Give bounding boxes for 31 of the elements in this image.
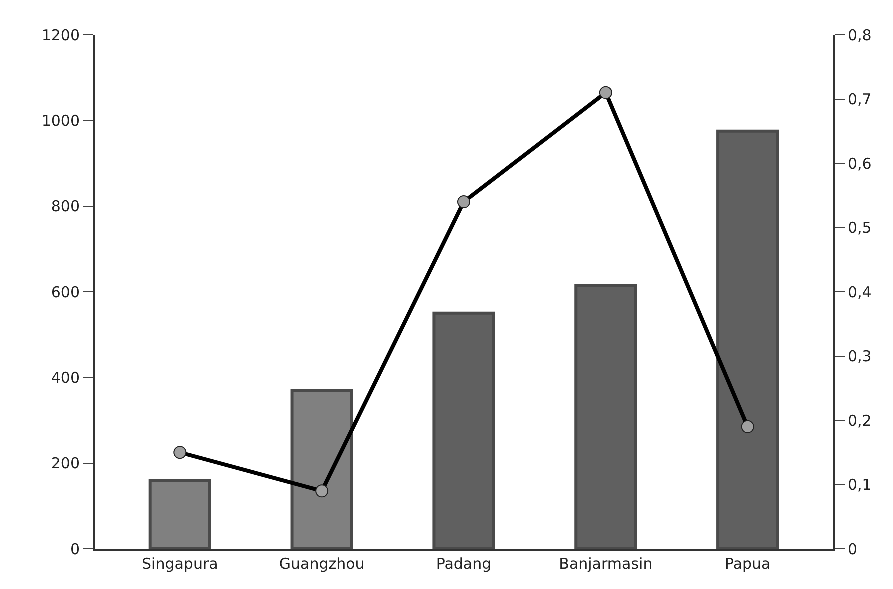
bar <box>574 284 638 549</box>
point <box>458 196 470 209</box>
x-tick-label: Padang <box>436 555 492 573</box>
y2-tick-label: 0,7 <box>848 90 872 108</box>
y-tick-label: 1000 <box>42 112 80 130</box>
y2-tick-label: 0,3 <box>848 348 872 366</box>
y-tick-label: 800 <box>51 198 80 216</box>
y-tick-label: 0 <box>70 540 80 558</box>
y-tick-label: 1200 <box>42 26 80 44</box>
y-tick-label: 200 <box>51 454 80 473</box>
y2-tick-label: 0,6 <box>848 154 872 173</box>
x-tick-label: Banjarmasin <box>559 555 653 573</box>
bar <box>148 478 212 549</box>
y2-tick-label: 0,1 <box>848 476 872 494</box>
y-tick-label: 400 <box>51 368 80 387</box>
point <box>599 86 612 100</box>
y2-tick-label: 0,8 <box>848 26 872 44</box>
y2-tick-label: 0,2 <box>848 412 872 430</box>
y2-tick-label: 0,4 <box>848 283 872 302</box>
x-tick-label: Singapura <box>142 555 218 573</box>
bar <box>432 312 496 549</box>
bar <box>716 130 780 549</box>
x-tick-label: Guangzhou <box>279 555 365 573</box>
bar <box>290 389 354 549</box>
x-tick-label: Papua <box>724 555 771 573</box>
y2-tick-label: 0,5 <box>848 219 872 237</box>
point <box>741 420 754 434</box>
y2-tick-label: 0 <box>848 540 858 558</box>
point <box>316 484 329 498</box>
point <box>174 446 187 460</box>
y-tick-label: 600 <box>51 283 80 302</box>
